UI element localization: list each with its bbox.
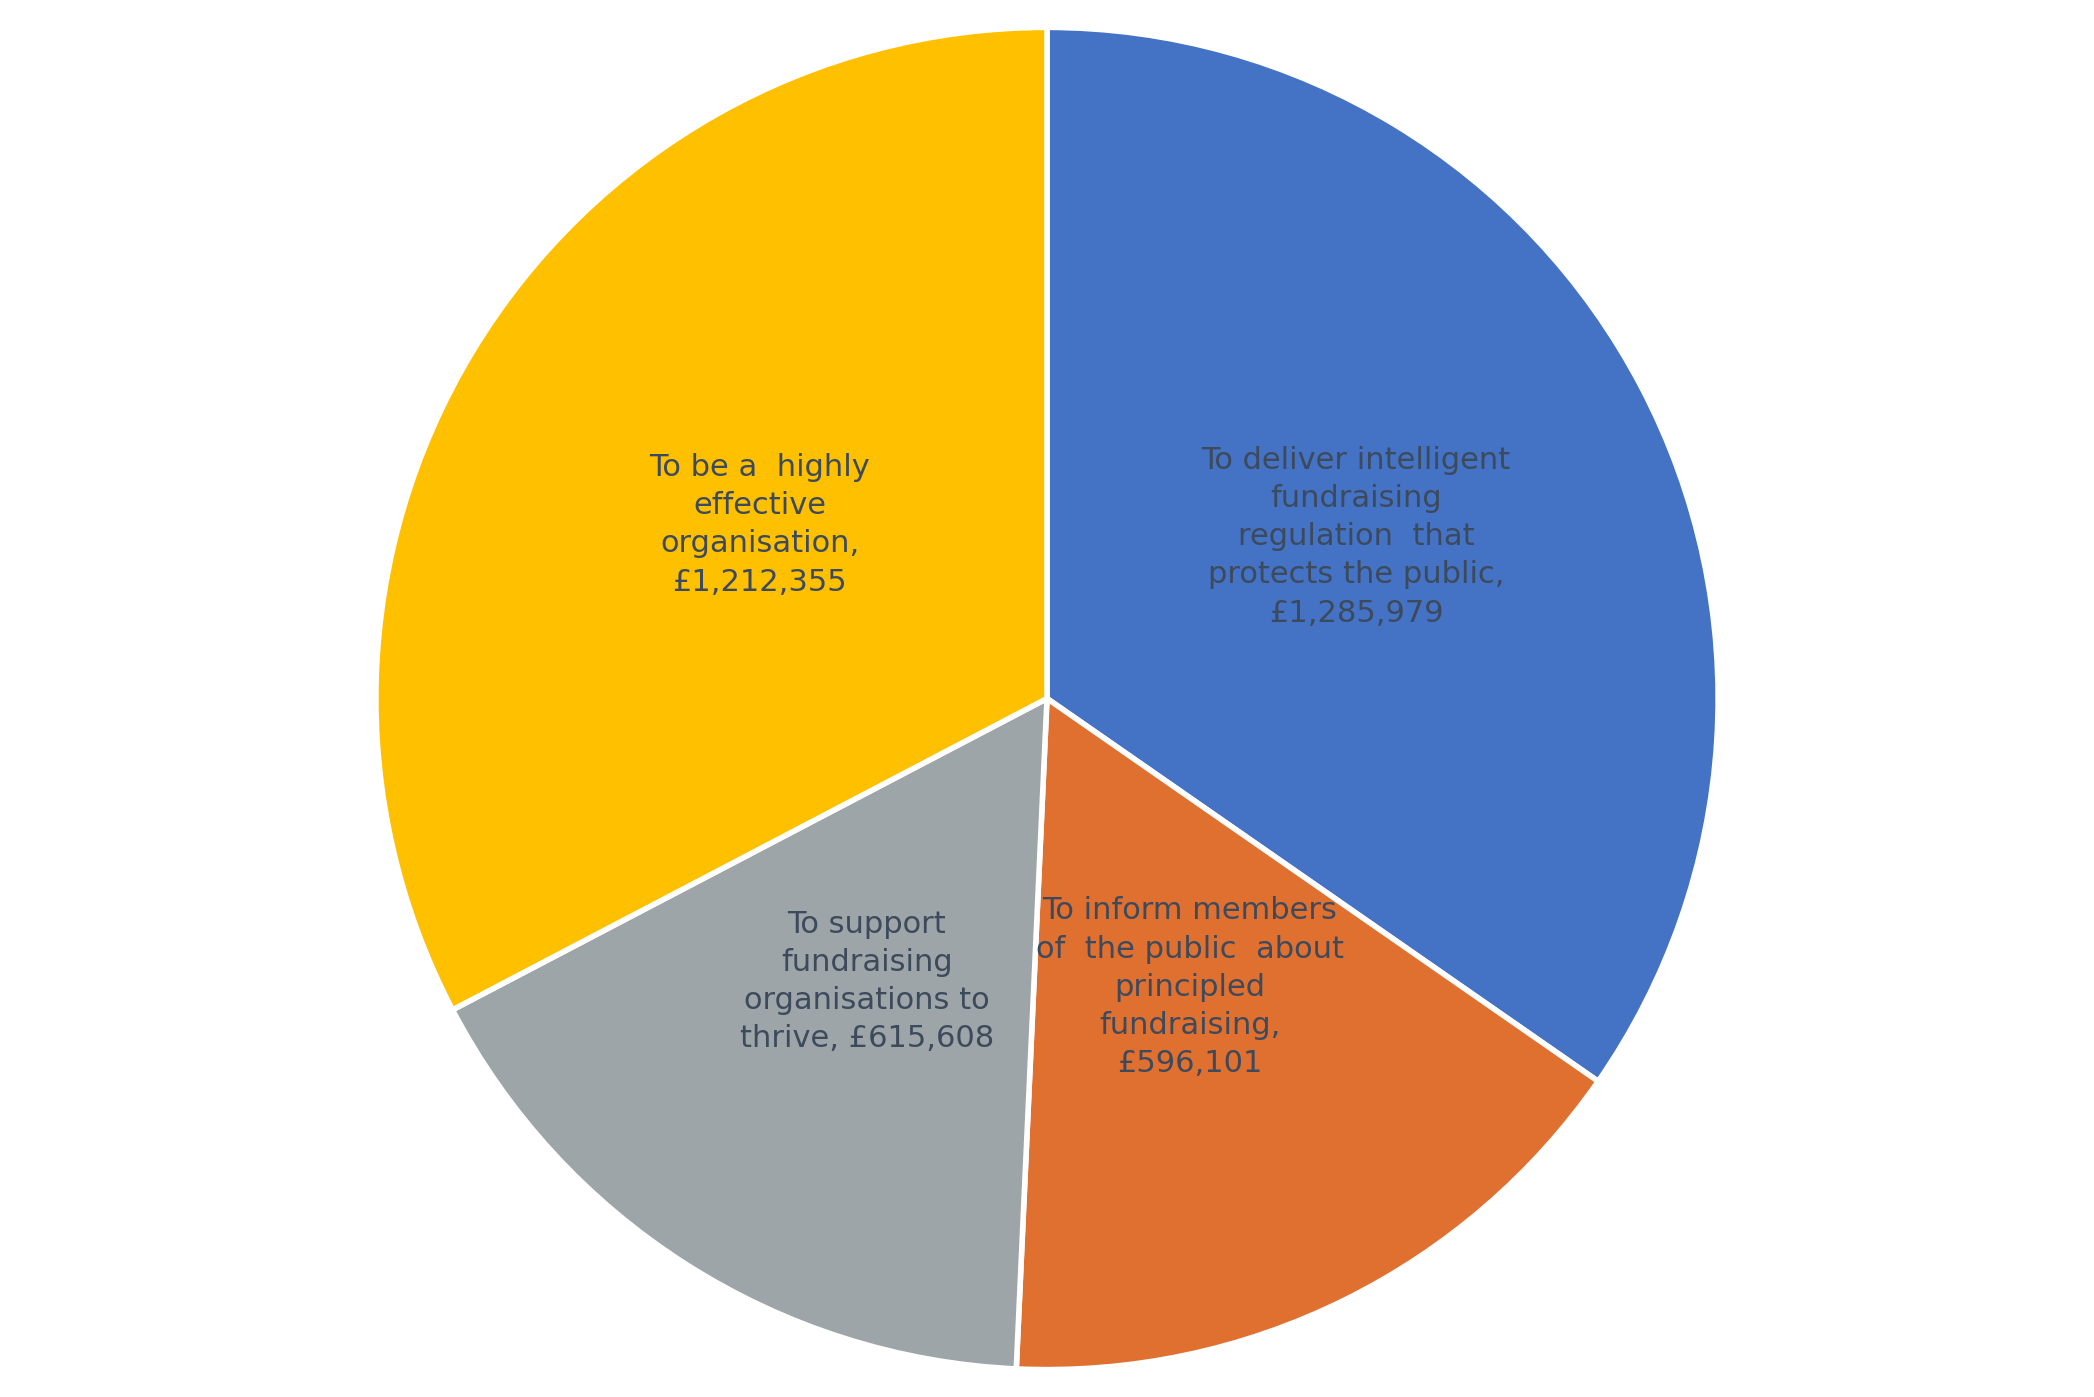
Wedge shape	[1047, 28, 1717, 1081]
Wedge shape	[377, 28, 1047, 1010]
Text: To deliver intelligent
fundraising
regulation  that
protects the public,
£1,285,: To deliver intelligent fundraising regul…	[1202, 446, 1512, 627]
Wedge shape	[452, 698, 1047, 1369]
Wedge shape	[1016, 698, 1598, 1369]
Text: To be a  highly
effective
organisation,
£1,212,355: To be a highly effective organisation, £…	[649, 453, 871, 597]
Text: To support
fundraising
organisations to
thrive, £615,608: To support fundraising organisations to …	[739, 909, 995, 1053]
Text: To inform members
of  the public  about
principled
fundraising,
£596,101: To inform members of the public about pr…	[1037, 897, 1344, 1078]
